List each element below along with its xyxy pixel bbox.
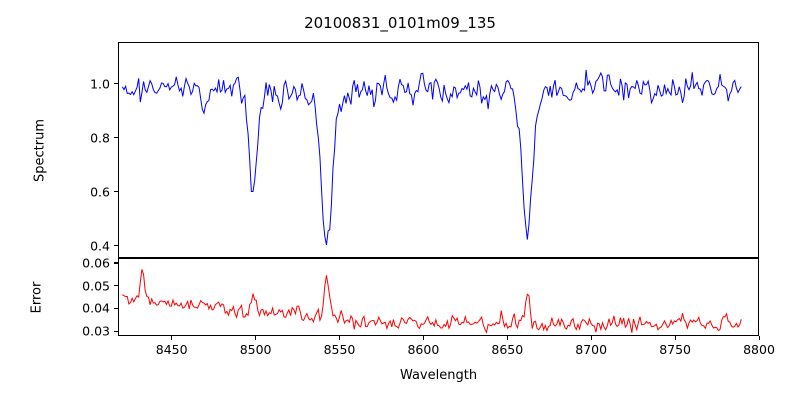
error-ytick-label: 0.04 xyxy=(82,300,110,316)
spectrum-ytick-label: 0.8 xyxy=(90,130,110,146)
spectrum-series xyxy=(122,70,741,245)
error-y-axis-label: Error xyxy=(29,281,45,314)
xtick-label: 8450 xyxy=(155,342,188,357)
xtick-label: 8800 xyxy=(743,342,775,357)
spectrum-ytick-mark xyxy=(114,137,118,139)
error-line-plot xyxy=(119,259,758,335)
spectrum-line-plot xyxy=(119,43,758,257)
spectrum-ytick-label: 0.4 xyxy=(90,238,110,254)
xtick-mark xyxy=(674,336,676,340)
error-ytick-mark xyxy=(114,307,118,309)
xtick-mark xyxy=(506,336,508,340)
xtick-label: 8500 xyxy=(239,342,272,357)
error-ytick-mark xyxy=(114,285,118,287)
spectrum-panel[interactable] xyxy=(118,42,759,258)
xtick-mark xyxy=(590,336,592,340)
error-series xyxy=(122,269,741,332)
error-panel[interactable] xyxy=(118,258,759,336)
spectrum-ytick-label: 1.0 xyxy=(90,76,110,92)
error-ytick-mark xyxy=(114,330,118,332)
error-ytick-label: 0.03 xyxy=(82,323,110,339)
spectrum-ytick-label: 0.6 xyxy=(90,184,110,200)
xtick-mark xyxy=(255,336,257,340)
xtick-mark xyxy=(758,336,760,340)
spectrum-ytick-mark xyxy=(114,245,118,247)
error-ytick-label: 0.05 xyxy=(82,278,110,294)
spectrum-ytick-mark xyxy=(114,83,118,85)
error-ytick-mark xyxy=(114,262,118,264)
xtick-mark xyxy=(338,336,341,340)
xtick-mark xyxy=(422,336,424,340)
page-title: 20100831_0101m09_135 xyxy=(304,14,496,32)
x-axis-label: Wavelength xyxy=(399,368,478,383)
xtick-label: 8750 xyxy=(659,342,691,357)
error-ytick-label: 0.06 xyxy=(82,255,110,271)
xtick-label: 8650 xyxy=(491,342,524,357)
xtick-label: 8550 xyxy=(323,342,356,357)
xtick-mark xyxy=(171,336,173,340)
spectrum-y-axis-label: Spectrum xyxy=(32,119,48,182)
xtick-label: 8600 xyxy=(407,342,440,357)
xtick-label: 8700 xyxy=(575,342,608,357)
spectrum-ytick-mark xyxy=(114,191,118,193)
